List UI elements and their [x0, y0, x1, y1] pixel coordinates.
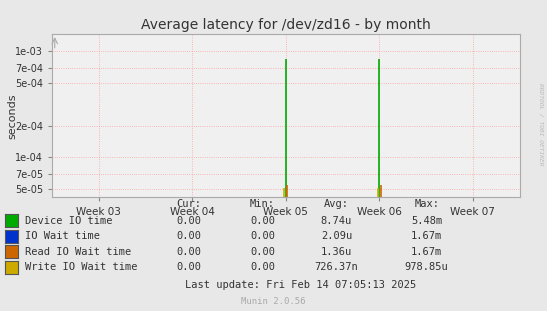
Title: Average latency for /dev/zd16 - by month: Average latency for /dev/zd16 - by month: [141, 18, 430, 32]
Text: 0.00: 0.00: [176, 216, 201, 226]
Text: Read IO Wait time: Read IO Wait time: [25, 247, 131, 257]
Text: 5.48m: 5.48m: [411, 216, 443, 226]
Text: 0.00: 0.00: [176, 247, 201, 257]
Text: Max:: Max:: [414, 199, 439, 209]
Text: 978.85u: 978.85u: [405, 262, 449, 272]
Text: 2.09u: 2.09u: [321, 231, 352, 241]
Text: Cur:: Cur:: [176, 199, 201, 209]
Text: 0.00: 0.00: [250, 247, 275, 257]
Text: 0.00: 0.00: [176, 262, 201, 272]
Text: Write IO Wait time: Write IO Wait time: [25, 262, 137, 272]
Text: 0.00: 0.00: [250, 216, 275, 226]
Y-axis label: seconds: seconds: [7, 93, 17, 139]
Text: 0.00: 0.00: [250, 262, 275, 272]
Text: Munin 2.0.56: Munin 2.0.56: [241, 297, 306, 306]
Text: Min:: Min:: [250, 199, 275, 209]
Text: 8.74u: 8.74u: [321, 216, 352, 226]
Text: 726.37n: 726.37n: [315, 262, 358, 272]
Text: 1.67m: 1.67m: [411, 247, 443, 257]
Text: 1.67m: 1.67m: [411, 231, 443, 241]
Text: 0.00: 0.00: [250, 231, 275, 241]
Text: Last update: Fri Feb 14 07:05:13 2025: Last update: Fri Feb 14 07:05:13 2025: [185, 280, 416, 290]
Text: 1.36u: 1.36u: [321, 247, 352, 257]
Text: Avg:: Avg:: [324, 199, 349, 209]
Text: IO Wait time: IO Wait time: [25, 231, 100, 241]
Text: 0.00: 0.00: [176, 231, 201, 241]
Text: Device IO time: Device IO time: [25, 216, 112, 226]
Text: RRDTOOL / TOBI OETIKER: RRDTOOL / TOBI OETIKER: [538, 83, 543, 166]
